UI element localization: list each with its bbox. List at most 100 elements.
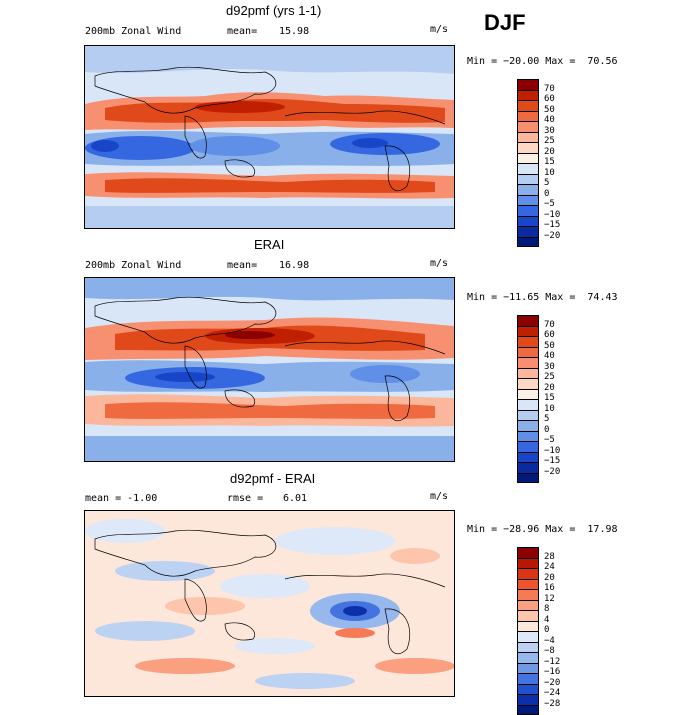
colorbar-swatch xyxy=(517,389,539,400)
colorbar-label: 40 xyxy=(544,351,555,361)
colorbar-label: −15 xyxy=(544,220,560,230)
colorbar-label: 30 xyxy=(544,362,555,372)
colorbar-swatch xyxy=(517,226,539,237)
colorbar-swatch xyxy=(517,368,539,379)
panel-3-contour-field xyxy=(85,511,454,696)
panel-2-contour-field xyxy=(85,278,454,461)
panel-2-map xyxy=(84,277,455,462)
panel-3-colorbar xyxy=(517,547,539,715)
colorbar-label: 50 xyxy=(544,341,555,351)
colorbar-swatch xyxy=(517,652,539,663)
colorbar-swatch xyxy=(517,462,539,473)
colorbar-swatch xyxy=(517,336,539,347)
panel-1-mean-value: 15.98 xyxy=(279,26,309,37)
colorbar-label: 8 xyxy=(544,604,549,614)
colorbar-label: −8 xyxy=(544,646,555,656)
panel-2-mean-label: mean= xyxy=(227,260,257,271)
colorbar-swatch xyxy=(517,621,539,632)
panel-2-max-value: 74.43 xyxy=(587,292,617,303)
panel-3-max-value: 17.98 xyxy=(587,524,617,535)
colorbar-label: 0 xyxy=(544,189,549,199)
panel-3-minmax: Min = −28.96 Max = 17.98 xyxy=(467,524,618,535)
panel-2-field-label: 200mb Zonal Wind xyxy=(85,260,181,271)
colorbar-swatch xyxy=(517,452,539,463)
colorbar-swatch xyxy=(517,663,539,674)
colorbar-label: 16 xyxy=(544,583,555,593)
panel-3-colorbar-boxes xyxy=(517,547,539,715)
colorbar-label: 30 xyxy=(544,126,555,136)
colorbar-swatch xyxy=(517,642,539,653)
colorbar-swatch xyxy=(517,705,539,715)
panel-1-unit: m/s xyxy=(430,24,448,35)
colorbar-label: −20 xyxy=(544,678,560,688)
panel-1-contour-field xyxy=(85,46,454,228)
colorbar-label: −20 xyxy=(544,231,560,241)
panel-1-max-value: 70.56 xyxy=(587,56,617,67)
colorbar-swatch xyxy=(517,473,539,484)
colorbar-swatch xyxy=(517,558,539,569)
colorbar-swatch xyxy=(517,195,539,206)
panel-1-minmax: Min = −20.00 Max = 70.56 xyxy=(467,56,618,67)
colorbar-swatch xyxy=(517,378,539,389)
colorbar-swatch xyxy=(517,420,539,431)
colorbar-label: 0 xyxy=(544,625,549,635)
colorbar-swatch xyxy=(517,142,539,153)
colorbar-label: 50 xyxy=(544,105,555,115)
panel-2-title: ERAI xyxy=(254,237,284,252)
colorbar-swatch xyxy=(517,205,539,216)
panel-3-min-label: Min = −28.96 Max = xyxy=(467,524,575,535)
panel-3-rmse-value: 6.01 xyxy=(283,493,307,504)
panel-2-min-label: Min = −11.65 Max = xyxy=(467,292,575,303)
panel-3-map xyxy=(84,510,455,697)
colorbar-swatch xyxy=(517,600,539,611)
colorbar-swatch xyxy=(517,100,539,111)
panel-3-mean-stat: mean = -1.00 xyxy=(85,493,157,504)
colorbar-swatch xyxy=(517,589,539,600)
panel-1-title: d92pmf (yrs 1-1) xyxy=(226,3,321,18)
colorbar-swatch xyxy=(517,79,539,90)
panel-1-field-label: 200mb Zonal Wind xyxy=(85,26,181,37)
panel-2-unit: m/s xyxy=(430,258,448,269)
panel-2-mean-value: 16.98 xyxy=(279,260,309,271)
colorbar-swatch xyxy=(517,237,539,248)
panel-1-colorbar xyxy=(517,79,539,247)
colorbar-swatch xyxy=(517,326,539,337)
colorbar-label: 28 xyxy=(544,552,555,562)
colorbar-label: −24 xyxy=(544,688,560,698)
colorbar-label: 0 xyxy=(544,425,549,435)
colorbar-label: 60 xyxy=(544,94,555,104)
colorbar-swatch xyxy=(517,610,539,621)
colorbar-label: 40 xyxy=(544,115,555,125)
colorbar-swatch xyxy=(517,631,539,642)
colorbar-swatch xyxy=(517,153,539,164)
colorbar-label: −4 xyxy=(544,636,555,646)
colorbar-swatch xyxy=(517,121,539,132)
colorbar-swatch xyxy=(517,163,539,174)
colorbar-label: 25 xyxy=(544,372,555,382)
colorbar-label: 20 xyxy=(544,573,555,583)
colorbar-swatch xyxy=(517,410,539,421)
panel-1-map xyxy=(84,45,455,229)
colorbar-label: −5 xyxy=(544,199,555,209)
colorbar-swatch xyxy=(517,673,539,684)
colorbar-swatch xyxy=(517,441,539,452)
colorbar-swatch xyxy=(517,90,539,101)
colorbar-label: −15 xyxy=(544,456,560,466)
colorbar-swatch xyxy=(517,579,539,590)
panel-2-colorbar xyxy=(517,315,539,483)
colorbar-label: −16 xyxy=(544,667,560,677)
colorbar-swatch xyxy=(517,184,539,195)
panel-1-mean-label: mean= xyxy=(227,26,257,37)
panel-1-min-label: Min = −20.00 Max = xyxy=(467,56,575,67)
colorbar-label: 25 xyxy=(544,136,555,146)
colorbar-swatch xyxy=(517,347,539,358)
colorbar-label: −20 xyxy=(544,467,560,477)
colorbar-label: 24 xyxy=(544,562,555,572)
colorbar-label: −10 xyxy=(544,446,560,456)
colorbar-label: 15 xyxy=(544,157,555,167)
panel-1-colorbar-boxes xyxy=(517,79,539,247)
colorbar-swatch xyxy=(517,431,539,442)
colorbar-label: 5 xyxy=(544,178,549,188)
colorbar-swatch xyxy=(517,684,539,695)
colorbar-label: 70 xyxy=(544,84,555,94)
